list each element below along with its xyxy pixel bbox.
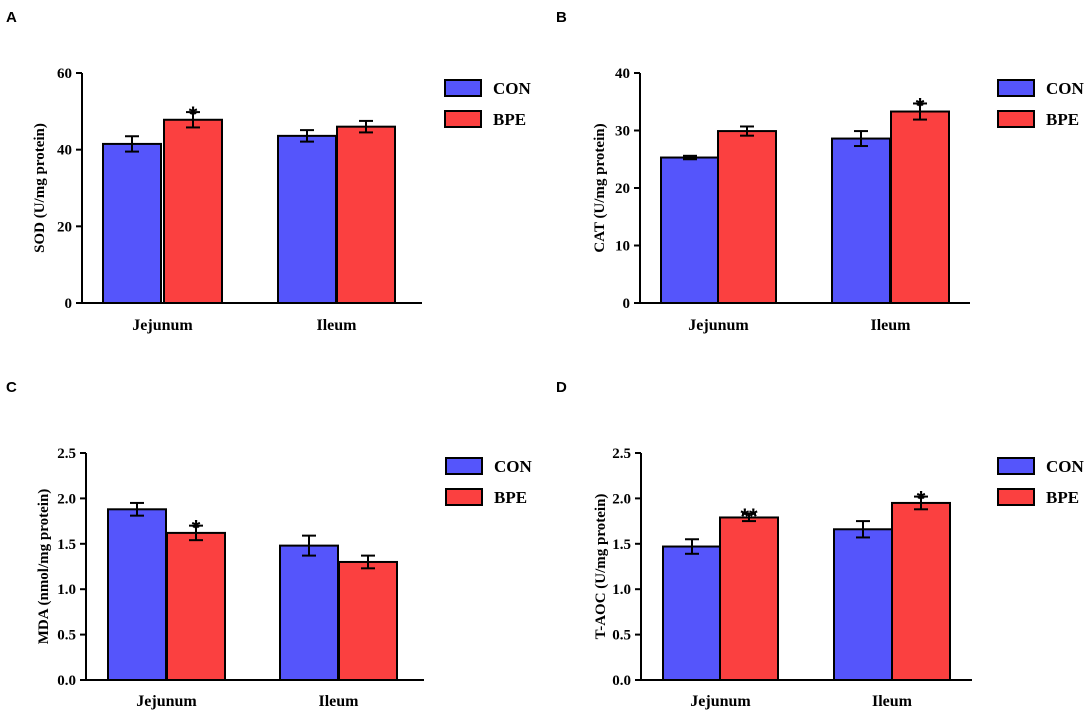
y-axis-label: CAT (U/mg protein) (592, 123, 608, 252)
significance-marker: * (189, 102, 198, 127)
x-tick-label: Ileum (317, 317, 358, 334)
y-axis-label: T-AOC (U/mg protein) (593, 494, 609, 640)
bar-bpe-jejunum (166, 531, 226, 681)
y-tick-label: 20 (57, 219, 72, 235)
x-tick-label: Ileum (872, 693, 913, 710)
y-tick-label: 2.5 (612, 446, 631, 462)
legend-swatch-bpe (997, 110, 1035, 128)
y-tick-label: 1.5 (57, 537, 76, 553)
y-tick-label: 20 (615, 181, 630, 197)
y-tick-label: 1.0 (612, 582, 631, 598)
x-tick-label: Jejunum (688, 317, 749, 334)
bar-con-jejunum (660, 156, 720, 304)
y-tick-label: 1.0 (57, 582, 76, 598)
y-tick-label: 2.0 (57, 491, 76, 507)
panel-letter: A (6, 9, 17, 26)
significance-marker: * (192, 516, 201, 541)
bar-con-ileum (279, 544, 339, 682)
y-tick-label: 40 (615, 66, 630, 82)
bar-bpe-jejunum (717, 130, 777, 304)
y-tick-label: 0.5 (612, 628, 631, 644)
y-tick-label: 0 (65, 296, 73, 312)
y-tick-label: 30 (615, 124, 630, 140)
y-tick-label: 1.5 (612, 537, 631, 553)
chart-panel-b: B 0 10 20 30 40 CAT (U/mg protein) Jejunum * Ileu… (556, 9, 1084, 334)
y-axis-label: MDA (nmol/mg protein) (36, 489, 52, 645)
legend-swatch-bpe (445, 488, 483, 506)
panel-letter: C (6, 379, 17, 396)
bar-con-jejunum (102, 142, 162, 304)
legend-swatch-bpe (997, 488, 1035, 506)
legend-label-bpe: BPE (494, 488, 527, 507)
chart-panel-a: A 0 20 40 60 SOD (U/mg protein) * Jejunum Ileum C… (6, 9, 532, 334)
bar-con-jejunum (662, 545, 722, 681)
legend-label-bpe: BPE (493, 110, 526, 129)
chart-panel-d: D 0.0 0.5 1.0 1.5 2.0 2.5 T-AOC (U/mg protein) *… (556, 379, 1084, 710)
legend-swatch-con (997, 457, 1035, 475)
legend-swatch-bpe (444, 110, 482, 128)
bar-con-ileum (277, 134, 337, 304)
bar-bpe-ileum (890, 110, 950, 305)
bar-bpe-ileum (338, 560, 398, 682)
legend-label-bpe: BPE (1046, 110, 1079, 129)
panel-letter: D (556, 379, 567, 396)
y-axis-label: SOD (U/mg protein) (32, 123, 48, 253)
x-tick-label: Ileum (319, 693, 360, 710)
y-tick-label: 0.0 (612, 673, 631, 689)
legend-label-con: CON (1046, 79, 1084, 98)
legend-label-bpe: BPE (1046, 488, 1079, 507)
y-tick-label: 2.5 (57, 446, 76, 462)
legend-swatch-con (445, 457, 483, 475)
bar-con-jejunum (107, 508, 167, 681)
x-tick-label: Ileum (871, 317, 912, 334)
panel-letter: B (556, 9, 567, 26)
y-tick-label: 60 (57, 66, 72, 82)
bar-bpe-ileum (891, 501, 951, 681)
significance-marker: * (917, 487, 926, 512)
legend-label-con: CON (1046, 457, 1084, 476)
y-tick-label: 10 (615, 239, 630, 255)
x-tick-label: Jejunum (690, 693, 751, 710)
y-tick-label: 2.0 (612, 491, 631, 507)
x-tick-label: Jejunum (132, 317, 193, 334)
x-tick-label: Jejunum (136, 693, 197, 710)
legend-swatch-con (997, 79, 1035, 97)
legend-label-con: CON (493, 79, 532, 98)
bar-bpe-jejunum (163, 118, 223, 305)
y-tick-label: 0.5 (57, 628, 76, 644)
significance-marker: ** (740, 504, 758, 529)
bar-con-ileum (833, 528, 893, 681)
chart-panel-c: C 0.0 0.5 1.0 1.5 2.0 2.5 MDA (nmol/mg protein)… (6, 379, 533, 710)
bar-bpe-ileum (336, 125, 396, 304)
y-tick-label: 0.0 (57, 673, 76, 689)
y-tick-label: 0 (623, 296, 631, 312)
legend-label-con: CON (494, 457, 533, 476)
bar-con-ileum (831, 137, 891, 304)
y-tick-label: 40 (57, 143, 72, 159)
bar-bpe-jejunum (719, 516, 779, 682)
legend-swatch-con (444, 79, 482, 97)
significance-marker: * (916, 93, 925, 118)
